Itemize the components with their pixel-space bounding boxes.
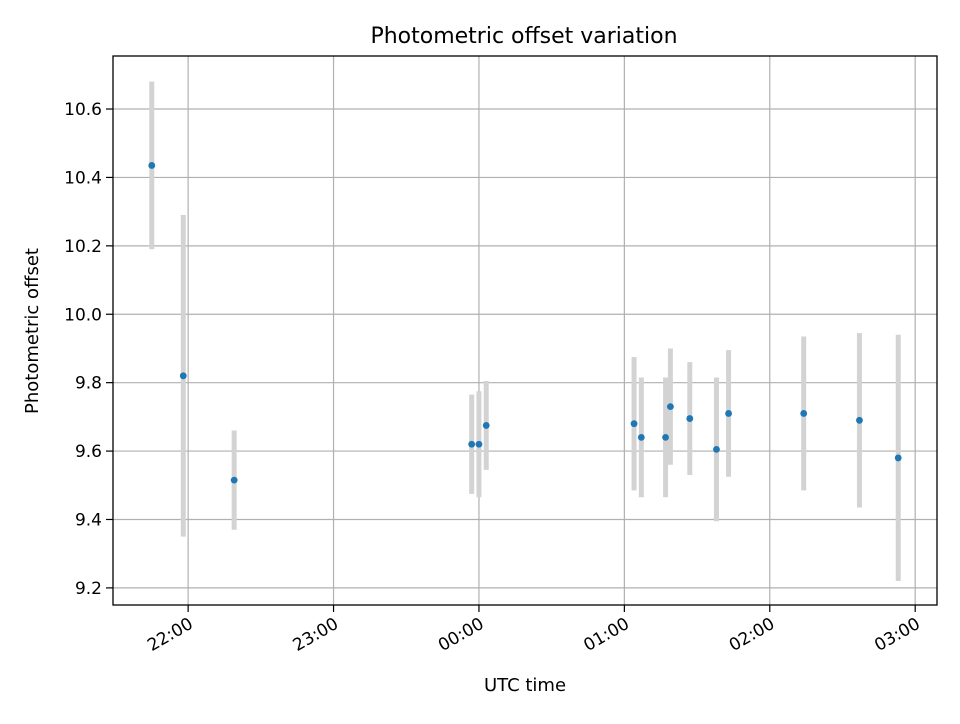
data-point [468,440,476,448]
data-point [482,422,490,429]
y-tick-label: 9.6 [75,442,102,462]
y-tick-label: 10.2 [64,237,102,257]
data-point [894,454,902,462]
data-point [148,162,156,169]
data-point [800,410,808,417]
y-tick-label: 10.6 [64,100,102,120]
data-points [148,162,902,484]
data-point [179,372,187,380]
data-point [667,403,674,411]
data-point [686,415,694,422]
plot-area-frame [112,55,938,606]
y-tick-label: 10.0 [64,305,102,325]
y-axis-ticks: 9.2 9.4 9.6 9.8 10.0 10.2 10.4 10.6 [64,100,113,599]
y-tick-label: 9.2 [75,579,102,599]
data-point [713,445,720,453]
data-point [725,410,732,417]
data-point [856,416,863,424]
y-tick-label: 10.4 [64,168,102,188]
y-tick-label: 9.4 [75,510,102,530]
data-point [630,420,638,428]
y-axis-label: Photometric offset [22,248,43,414]
data-point [230,476,238,484]
data-point [475,440,483,448]
grid-lines [113,56,937,605]
chart-title: Photometric offset variation [370,24,677,49]
y-tick-label: 9.8 [75,374,102,394]
data-point [662,433,669,441]
x-axis-label: UTC time [484,675,566,696]
data-point [637,433,645,441]
